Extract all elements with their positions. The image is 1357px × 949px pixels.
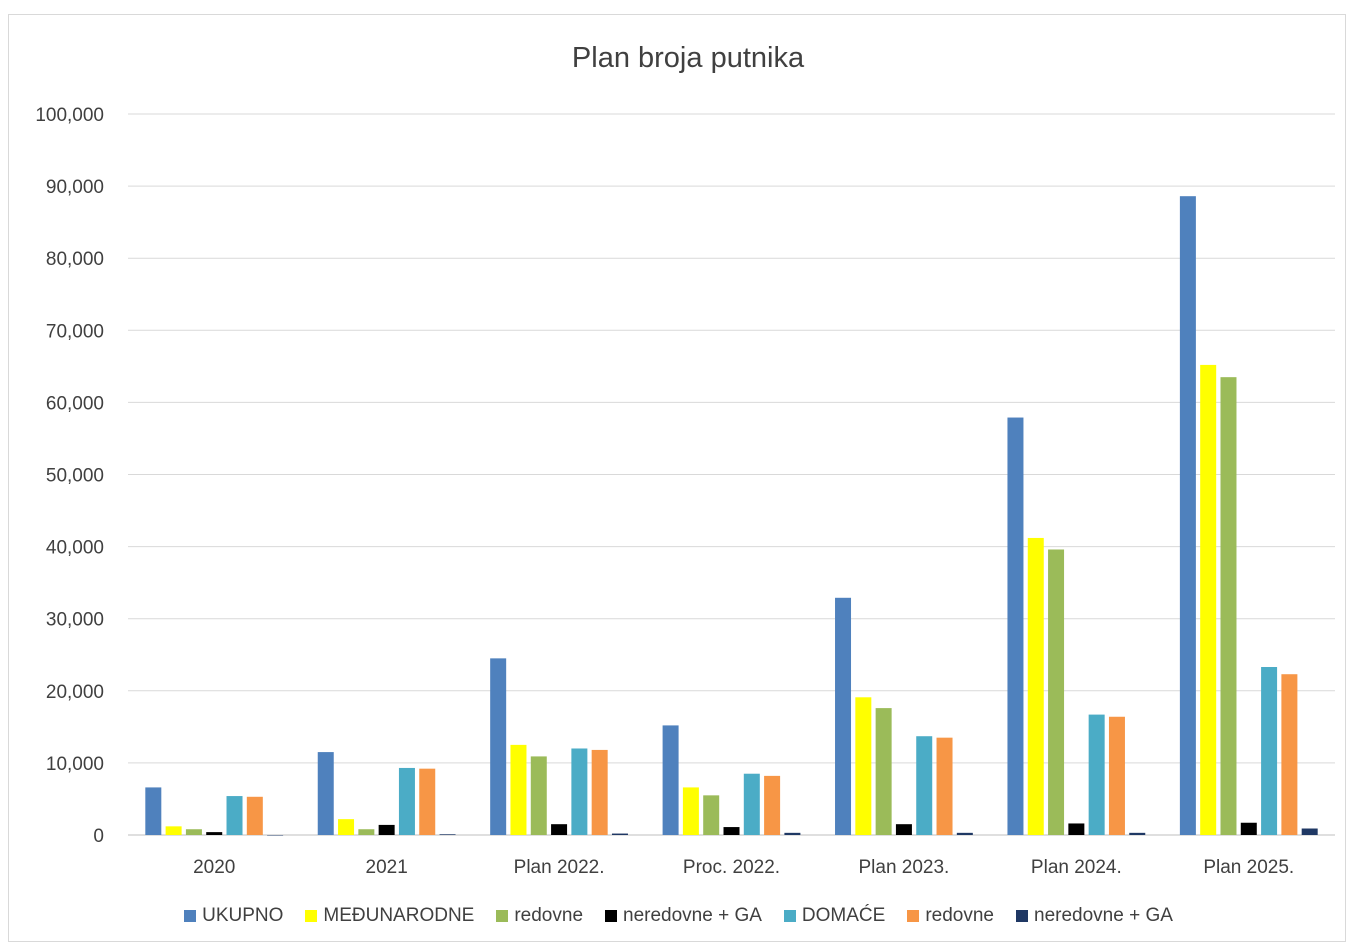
legend-label: DOMAĆE xyxy=(801,905,886,926)
x-tick-label: 2021 xyxy=(366,857,408,878)
bar xyxy=(1301,828,1318,835)
bar xyxy=(419,768,436,835)
x-tick-label: Plan 2022. xyxy=(514,857,605,878)
x-tick-label: 2020 xyxy=(193,857,235,878)
bar xyxy=(662,725,679,835)
bar xyxy=(1108,716,1125,835)
y-tick-label: 0 xyxy=(93,826,104,847)
legend-label: neredovne + GA xyxy=(1034,905,1173,926)
legend-swatch xyxy=(1016,910,1028,922)
legend-entry: redovne xyxy=(496,905,583,927)
legend-entry: DOMAĆE xyxy=(783,905,886,927)
x-tick-label: Plan 2023. xyxy=(858,857,949,878)
y-tick-label: 90,000 xyxy=(46,177,104,198)
x-tick-label: Proc. 2022. xyxy=(683,857,780,878)
y-tick-label: 100,000 xyxy=(35,105,104,126)
y-tick-label: 40,000 xyxy=(46,538,104,559)
legend-swatch xyxy=(605,910,618,922)
bar xyxy=(378,824,395,835)
bar xyxy=(895,824,912,835)
bar xyxy=(1048,549,1065,835)
bar xyxy=(835,597,852,835)
bar xyxy=(591,749,608,835)
y-tick-label: 30,000 xyxy=(46,610,104,631)
chart-title: Plan broja putnika xyxy=(571,42,805,74)
legend-entry: MEĐUNARODNE xyxy=(305,905,474,927)
bar xyxy=(398,767,415,835)
bar xyxy=(1007,417,1024,835)
bar xyxy=(723,827,740,835)
legend-swatch xyxy=(305,910,318,922)
bar xyxy=(1088,714,1105,835)
legend-entry: redovne xyxy=(907,905,994,927)
x-tick-label: Plan 2025. xyxy=(1203,857,1294,878)
bar xyxy=(611,833,628,835)
legend-label: redovne xyxy=(925,905,994,926)
bar xyxy=(439,834,456,835)
bar xyxy=(185,829,202,835)
bar xyxy=(338,819,355,835)
legend-label: redovne xyxy=(514,905,584,926)
legend-label: UKUPNO xyxy=(202,905,284,926)
legend-swatch xyxy=(496,910,509,922)
y-tick-label: 50,000 xyxy=(46,466,104,487)
bar xyxy=(936,737,953,835)
bar xyxy=(226,796,243,835)
legend-entry: neredovne + GA xyxy=(1016,905,1173,927)
y-tick-label: 20,000 xyxy=(46,682,104,703)
bar xyxy=(956,832,973,835)
legend-swatch xyxy=(184,910,197,922)
bar xyxy=(510,744,527,835)
bar xyxy=(1179,196,1196,836)
bar xyxy=(490,658,507,835)
bar xyxy=(855,697,872,835)
bar xyxy=(358,829,375,835)
chart-legend: UKUPNO MEĐUNARODNE redovne neredovne + GA DO… xyxy=(0,905,1357,927)
bar xyxy=(1200,364,1217,835)
legend-swatch xyxy=(783,910,796,922)
bar xyxy=(743,773,760,835)
bar xyxy=(206,832,223,835)
bar xyxy=(916,736,933,835)
y-tick-label: 60,000 xyxy=(46,393,104,414)
bar xyxy=(551,824,568,835)
bar xyxy=(145,787,162,835)
bar xyxy=(1027,537,1044,835)
bar xyxy=(875,708,892,835)
bar xyxy=(267,835,284,836)
bar xyxy=(1220,377,1237,835)
x-tick-label: Plan 2024. xyxy=(1031,857,1122,878)
legend-swatch xyxy=(907,910,920,922)
y-tick-label: 10,000 xyxy=(46,754,104,775)
legend-label: neredovne + GA xyxy=(623,905,762,926)
bar xyxy=(1068,823,1085,835)
legend-entry: neredovne + GA xyxy=(605,905,762,927)
bar xyxy=(703,795,720,835)
bar xyxy=(764,775,781,835)
bar xyxy=(784,832,801,835)
legend-entry: UKUPNO xyxy=(184,905,283,927)
bar xyxy=(317,752,334,835)
bar xyxy=(1261,667,1278,835)
bar xyxy=(1281,674,1298,835)
y-tick-label: 80,000 xyxy=(46,249,104,270)
bar xyxy=(530,756,547,835)
bar xyxy=(571,748,588,835)
bar xyxy=(1240,822,1257,835)
bar xyxy=(246,796,263,835)
legend-label: MEĐUNARODNE xyxy=(323,905,475,926)
bar xyxy=(682,787,699,835)
y-tick-label: 70,000 xyxy=(46,321,104,342)
bar xyxy=(165,826,182,835)
bar xyxy=(1129,832,1146,835)
